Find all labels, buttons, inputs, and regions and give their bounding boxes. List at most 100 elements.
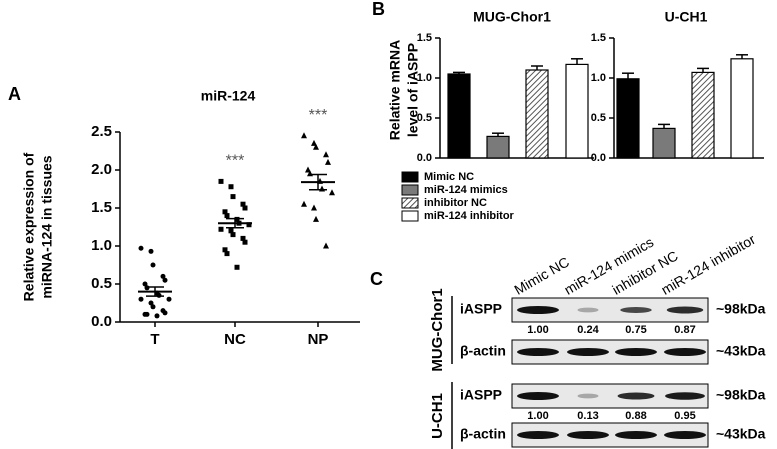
y-tick-label: 1.5 <box>91 199 112 216</box>
data-point <box>329 189 335 196</box>
y-tick-label: 1.0 <box>591 72 606 84</box>
bar <box>652 127 676 159</box>
data-point <box>154 313 160 319</box>
bar <box>486 135 510 159</box>
data-point <box>319 185 325 192</box>
y-axis-label: miRNA-124 in tissues <box>39 155 55 298</box>
data-point <box>138 296 144 302</box>
blot-band <box>577 307 599 313</box>
data-point <box>150 304 156 310</box>
y-axis-label: Relative expression of <box>21 152 37 301</box>
data-point <box>228 184 234 190</box>
data-point <box>156 292 162 298</box>
y-tick-label: 1.5 <box>417 32 432 44</box>
protein-label: β-actin <box>460 426 506 442</box>
cell-line-label: U-CH1 <box>429 393 446 439</box>
y-tick-label: 1.5 <box>591 32 606 44</box>
annotation: *** <box>309 107 328 124</box>
data-point <box>305 166 311 173</box>
y-tick-label: 0.0 <box>417 152 432 164</box>
bar <box>447 73 471 159</box>
blot-band <box>615 348 657 356</box>
data-point <box>301 132 307 139</box>
chart-title: MUG-Chor1 <box>473 9 551 25</box>
blot-band <box>567 431 609 439</box>
legend-swatch <box>401 171 419 183</box>
protein-label: iASPP <box>460 301 502 317</box>
x-tick-label: NC <box>224 331 246 348</box>
y-tick-label: 0.5 <box>91 275 112 292</box>
data-point <box>142 281 148 287</box>
data-point <box>311 139 317 146</box>
quant-label: 0.88 <box>625 410 646 422</box>
data-point <box>242 205 248 211</box>
blot-band <box>664 431 706 439</box>
data-point <box>162 277 168 283</box>
y-tick-label: 0.5 <box>417 112 432 124</box>
blot-band <box>517 306 559 314</box>
blot-band <box>577 393 599 399</box>
blot-band <box>567 348 609 356</box>
annotation: *** <box>226 153 245 170</box>
data-point <box>144 311 150 317</box>
y-tick-label: 0.0 <box>591 152 606 164</box>
blot-band <box>664 348 706 356</box>
bar <box>565 63 589 159</box>
data-point <box>325 158 331 165</box>
data-point <box>230 232 236 238</box>
data-point <box>311 204 317 211</box>
bar <box>691 71 715 159</box>
data-point <box>242 239 248 245</box>
data-point <box>230 194 236 200</box>
data-point <box>144 285 150 291</box>
panel-label: A <box>8 84 21 104</box>
blot-band <box>617 392 655 400</box>
data-point <box>313 215 319 222</box>
chart-title: miR-124 <box>201 88 256 104</box>
x-tick-label: T <box>150 331 159 348</box>
quant-label: 0.75 <box>625 324 646 336</box>
y-tick-label: 2.0 <box>91 161 112 178</box>
blot-band <box>665 392 705 400</box>
size-label: ~98kDa <box>716 301 766 317</box>
legend-label: Mimic NC <box>424 171 474 183</box>
size-label: ~98kDa <box>716 387 766 403</box>
data-point <box>218 178 224 184</box>
blot-band <box>620 307 652 313</box>
bar <box>525 69 549 159</box>
quant-label: 0.95 <box>674 410 695 422</box>
data-point <box>234 216 240 222</box>
y-tick-label: 1.0 <box>91 237 112 254</box>
data-point <box>228 228 234 234</box>
x-tick-label: NP <box>308 331 329 348</box>
blot-band <box>615 431 657 439</box>
protein-label: iASPP <box>460 387 502 403</box>
data-point <box>301 200 307 207</box>
quant-label: 1.00 <box>527 410 548 422</box>
data-point <box>224 251 230 257</box>
data-point <box>148 300 154 306</box>
y-axis-label: level of iASPP <box>405 43 421 137</box>
panel-label: B <box>372 0 385 19</box>
legend-label: miR-124 mimics <box>424 184 508 196</box>
data-point <box>162 310 168 316</box>
quant-label: 1.00 <box>527 324 548 336</box>
bar <box>730 58 754 159</box>
data-point <box>240 201 246 207</box>
data-point <box>246 222 252 228</box>
quant-label: 0.24 <box>577 324 599 336</box>
data-point <box>323 151 329 158</box>
blot-band <box>517 431 559 439</box>
data-point <box>166 296 172 302</box>
data-point <box>218 226 224 232</box>
protein-label: β-actin <box>460 343 506 359</box>
bar <box>616 78 640 159</box>
chart-title: U-CH1 <box>665 9 708 25</box>
blot-band <box>517 348 559 356</box>
data-point <box>160 273 166 279</box>
data-point <box>148 248 154 254</box>
y-axis-label: Relative mRNA <box>387 40 403 140</box>
size-label: ~43kDa <box>716 426 766 442</box>
y-tick-label: 1.0 <box>417 72 432 84</box>
